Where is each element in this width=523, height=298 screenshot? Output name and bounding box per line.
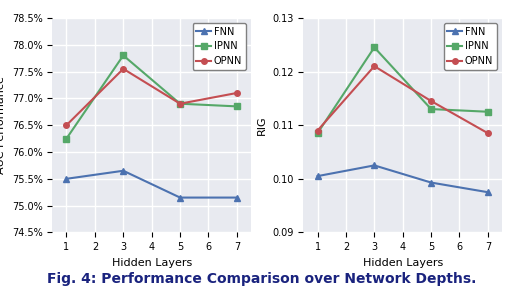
IPNN xyxy=(63,137,70,140)
Line: IPNN: IPNN xyxy=(64,53,240,141)
Y-axis label: RIG: RIG xyxy=(257,115,267,135)
IPNN xyxy=(314,131,321,135)
FNN xyxy=(371,164,378,167)
Line: FNN: FNN xyxy=(64,168,240,200)
FNN xyxy=(428,181,434,184)
OPNN xyxy=(63,123,70,127)
OPNN xyxy=(234,91,240,95)
OPNN xyxy=(371,64,378,68)
FNN xyxy=(234,196,240,199)
IPNN xyxy=(177,102,183,105)
IPNN xyxy=(371,46,378,49)
Line: OPNN: OPNN xyxy=(315,63,491,136)
FNN xyxy=(485,190,491,194)
IPNN xyxy=(120,54,127,57)
Line: OPNN: OPNN xyxy=(64,66,240,128)
OPNN xyxy=(428,99,434,103)
OPNN xyxy=(177,102,183,105)
FNN xyxy=(63,177,70,181)
FNN xyxy=(120,169,127,173)
IPNN xyxy=(485,110,491,114)
IPNN xyxy=(428,107,434,111)
FNN xyxy=(177,196,183,199)
OPNN xyxy=(120,67,127,71)
Legend: FNN, IPNN, OPNN: FNN, IPNN, OPNN xyxy=(444,23,497,70)
OPNN xyxy=(314,129,321,132)
X-axis label: Hidden Layers: Hidden Layers xyxy=(362,258,443,268)
Text: Fig. 4: Performance Comparison over Network Depths.: Fig. 4: Performance Comparison over Netw… xyxy=(47,272,476,286)
Legend: FNN, IPNN, OPNN: FNN, IPNN, OPNN xyxy=(192,23,246,70)
Line: FNN: FNN xyxy=(315,163,491,195)
OPNN xyxy=(485,131,491,135)
Y-axis label: AUC Performance: AUC Performance xyxy=(0,76,6,174)
FNN xyxy=(314,174,321,178)
Line: IPNN: IPNN xyxy=(315,45,491,136)
IPNN xyxy=(234,105,240,108)
X-axis label: Hidden Layers: Hidden Layers xyxy=(111,258,192,268)
